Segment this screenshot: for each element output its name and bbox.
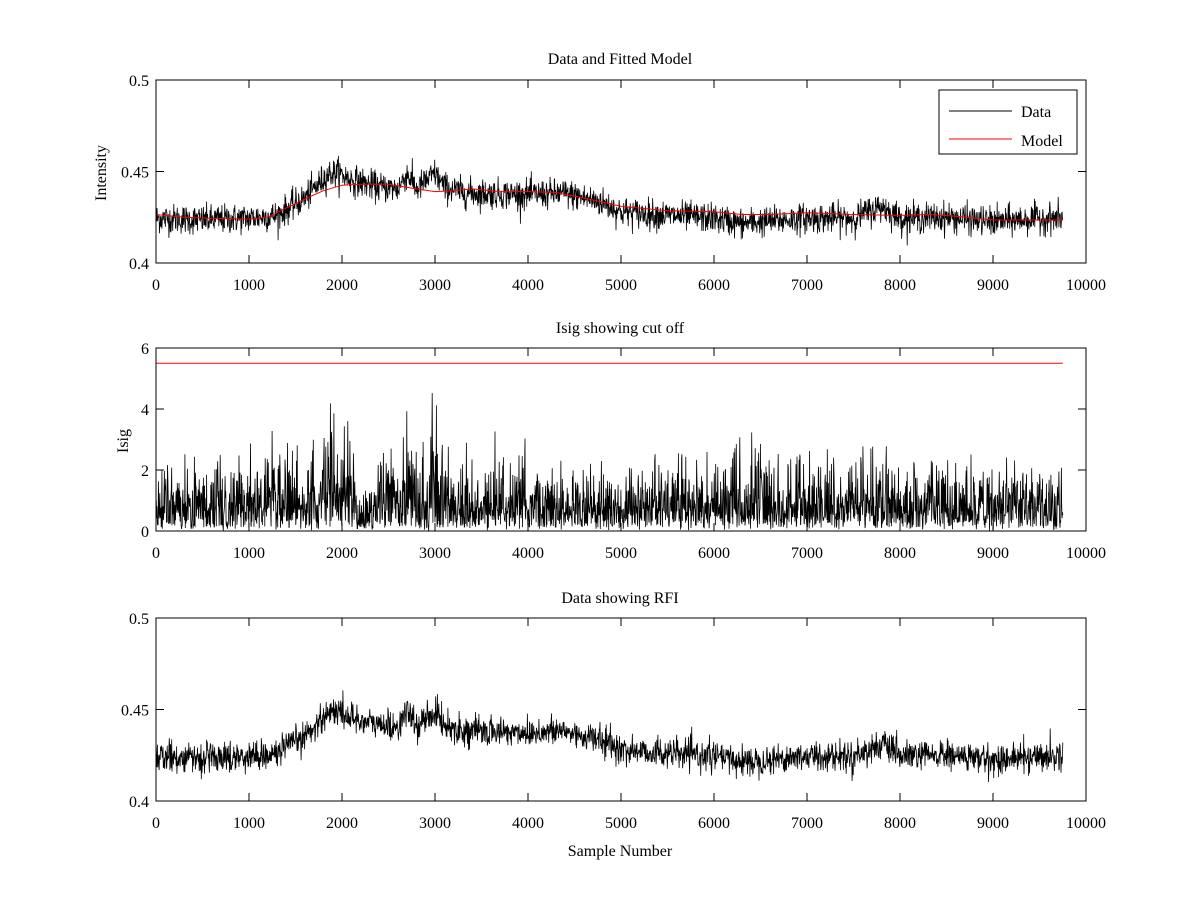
x-tick-label: 4000 (512, 815, 544, 832)
x-tick-label: 6000 (698, 815, 730, 832)
panel-isig-showing-cut-off: Isig showing cut off Isig 0 1000 2000 3000 4… (115, 320, 1106, 562)
y-tick-label: 0.4 (129, 256, 149, 273)
x-tick-label: 1000 (233, 277, 265, 294)
y-tick-label: 2 (141, 463, 149, 480)
panel-2-title: Isig showing cut off (556, 320, 685, 337)
x-tick-label: 10000 (1066, 277, 1106, 294)
panel-3-title: Data showing RFI (561, 590, 678, 607)
panel-data-showing-rfi: Data showing RFI 0 1000 2000 3000 4000 5000 60… (121, 590, 1106, 860)
panel-2-ticks: 0 1000 2000 3000 4000 5000 6000 7000 8000 9000 100… (141, 341, 1106, 562)
x-tick-label: 10000 (1066, 815, 1106, 832)
x-tick-label: 5000 (605, 815, 637, 832)
y-tick-label: 0 (141, 524, 149, 541)
series-model (155, 183, 1063, 221)
x-tick-label: 0 (152, 815, 160, 832)
x-tick-label: 3000 (419, 815, 451, 832)
panel-1-ylabel: Intensity (93, 145, 110, 201)
x-tick-label: 4000 (512, 545, 544, 562)
x-tick-label: 3000 (419, 277, 451, 294)
y-tick-label: 4 (141, 402, 149, 419)
panel-1-ticks: 0 1000 2000 3000 4000 5000 6000 7000 8000 9000 100… (121, 73, 1106, 294)
x-tick-label: 7000 (791, 815, 823, 832)
x-tick-label: 9000 (977, 277, 1009, 294)
x-tick-label: 1000 (233, 815, 265, 832)
y-tick-label: 0.5 (129, 611, 149, 628)
legend-data-label: Data (1021, 104, 1051, 121)
y-tick-label: 0.45 (121, 165, 149, 182)
panel-3-axes-box (155, 617, 1087, 802)
y-tick-label: 0.45 (121, 703, 149, 720)
x-tick-label: 7000 (791, 277, 823, 294)
panel-2-ylabel: Isig (115, 429, 132, 453)
x-tick-label: 8000 (884, 545, 916, 562)
x-tick-label: 9000 (977, 815, 1009, 832)
y-tick-label: 0.5 (129, 73, 149, 90)
x-tick-label: 2000 (326, 277, 358, 294)
x-tick-label: 2000 (326, 815, 358, 832)
x-tick-label: 10000 (1066, 545, 1106, 562)
x-tick-label: 0 (152, 277, 160, 294)
x-tick-label: 7000 (791, 545, 823, 562)
panel-1-data-layer (155, 155, 1064, 246)
x-tick-label: 6000 (698, 545, 730, 562)
series-isig (155, 393, 1064, 531)
x-tick-label: 8000 (884, 815, 916, 832)
x-tick-label: 6000 (698, 277, 730, 294)
x-tick-label: 1000 (233, 545, 265, 562)
legend-box (938, 89, 1078, 155)
x-tick-label: 5000 (605, 277, 637, 294)
panel-1-axes-box (155, 79, 1087, 264)
x-tick-label: 9000 (977, 545, 1009, 562)
panel-1-title: Data and Fitted Model (548, 51, 693, 68)
panel-3-data-layer (155, 690, 1064, 783)
panel-1-legend: Data Model (938, 89, 1078, 155)
x-tick-label: 5000 (605, 545, 637, 562)
y-tick-label: 0.4 (129, 794, 149, 811)
panel-3-ticks: 0 1000 2000 3000 4000 5000 6000 7000 8000 9000 100… (121, 611, 1106, 832)
x-tick-label: 0 (152, 545, 160, 562)
panel-2-data-layer (155, 362, 1064, 531)
legend-model-label: Model (1021, 133, 1063, 150)
y-tick-label: 6 (141, 341, 149, 358)
x-tick-label: 3000 (419, 545, 451, 562)
panel-2-axes-box (155, 347, 1087, 532)
panel-data-and-fitted-model: Data and Fitted Model Intensity 0 1000 200… (93, 51, 1106, 294)
x-tick-label: 4000 (512, 277, 544, 294)
panel-3-xlabel: Sample Number (568, 843, 673, 860)
x-tick-label: 2000 (326, 545, 358, 562)
x-tick-label: 8000 (884, 277, 916, 294)
series-line-0 (155, 690, 1064, 783)
series-data (155, 155, 1064, 246)
